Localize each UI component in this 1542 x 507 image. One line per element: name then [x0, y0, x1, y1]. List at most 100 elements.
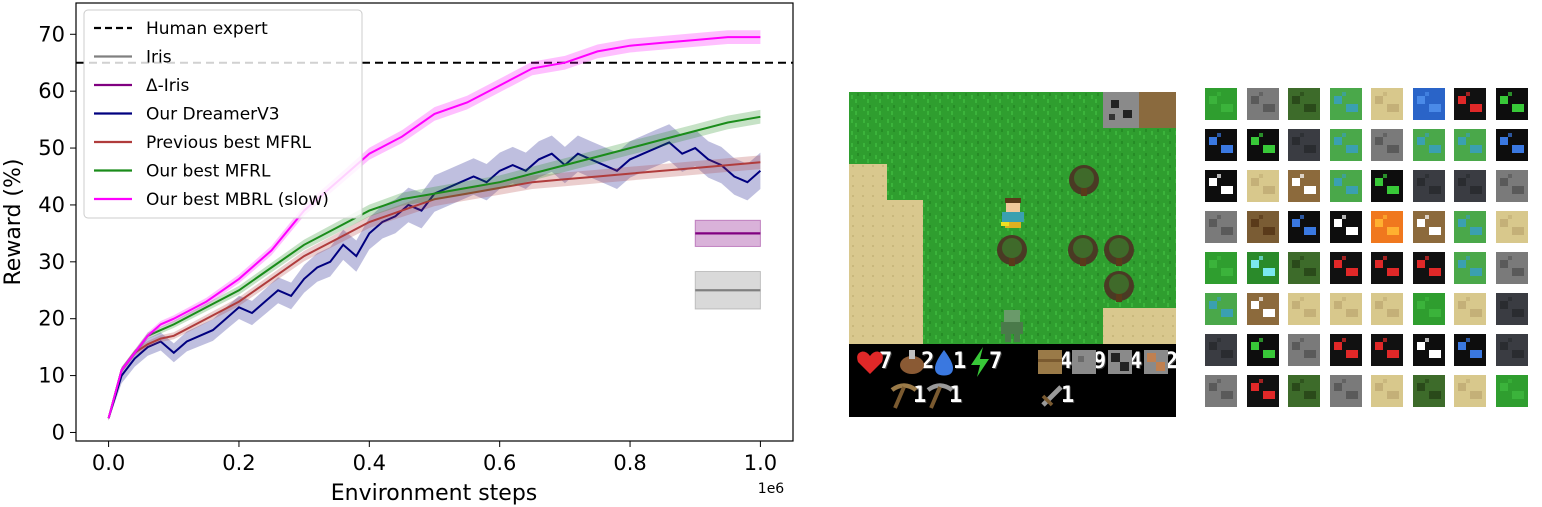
stone-tile-icon [1371, 129, 1403, 161]
our-best-mbrl-slow-band [108, 30, 761, 421]
grass-tile-icon [1495, 375, 1528, 407]
previous-best-mfrl-line [107, 161, 761, 419]
our-dreamerv3-band [108, 124, 761, 421]
y-tick-label: 30 [38, 250, 65, 274]
stone-tile-icon [1288, 334, 1320, 366]
y-tick-label: 0 [52, 420, 65, 444]
inventory-count: 2 [921, 349, 935, 374]
health-tile-icon [1329, 334, 1362, 366]
tree [1104, 235, 1134, 266]
coal-icon [1105, 347, 1135, 377]
inventory-count: 4 [1129, 349, 1143, 374]
zombie [1001, 310, 1023, 342]
tree-tile-icon [1288, 375, 1320, 407]
lava-tile-icon [1371, 211, 1403, 243]
reward-chart: 0.0 0.2 0.4 0.6 0.8 1.0 0 10 20 30 40 50 60 70 Envir… [1, 2, 794, 506]
inventory-count: 9 [1093, 349, 1107, 374]
player-tile-icon [1454, 211, 1486, 243]
player-tile-icon [1454, 252, 1486, 284]
sapling-tile-icon [1246, 129, 1279, 161]
our-best-mbrl-slow-line [107, 36, 761, 419]
diamond-tile-icon [1246, 252, 1279, 284]
legend-label-our-best-mfrl: Our best MFRL [146, 162, 271, 182]
sand-tile-icon [1329, 293, 1362, 325]
stone-tile-icon [1495, 170, 1528, 202]
dark-tile-icon [1454, 170, 1486, 202]
health-tile-icon [1329, 252, 1362, 284]
sapling-tile-icon [1371, 170, 1403, 202]
inventory-slot: 1 [929, 346, 966, 378]
inventory-slot: 7 [965, 346, 1002, 378]
player-tile-icon [1329, 129, 1362, 161]
drink-tile-icon [1495, 129, 1528, 161]
health-tile-icon [1371, 252, 1403, 284]
legend: Human expert Iris Δ-Iris Our DreamerV3 Previ… [83, 9, 363, 219]
sand-terrain [849, 164, 887, 344]
drink-tile-icon [1205, 129, 1237, 161]
coal-block [1103, 92, 1139, 128]
heart-icon [855, 347, 885, 377]
x-tick-label: 0.2 [222, 451, 255, 475]
sand-terrain [887, 200, 923, 344]
sand-tile-icon [1371, 375, 1403, 407]
x-axis-label: Environment steps [331, 481, 538, 506]
wood-pick-tile-icon [1412, 334, 1445, 366]
grass-tile-icon [1205, 88, 1237, 120]
player-tile-icon [1205, 293, 1237, 325]
dark-tile-icon [1205, 334, 1237, 366]
x-tick-label: 0.8 [613, 451, 646, 475]
sand-tile-icon [1246, 170, 1279, 202]
stone-tile-icon [1329, 375, 1362, 407]
inventory-count: 1 [949, 383, 963, 408]
inventory-slot: 1 [889, 380, 926, 412]
tree-tile-icon [1412, 375, 1445, 407]
x-axis-scale-label: 1e6 [758, 481, 785, 497]
health-tile-icon [1412, 252, 1445, 284]
x-tick-label: 1.0 [744, 451, 777, 475]
dark-tile-icon [1288, 129, 1320, 161]
y-tick-label: 10 [38, 364, 65, 388]
inventory-count: 2 [1165, 349, 1176, 374]
player-character [1001, 198, 1024, 228]
legend-label-human-expert: Human expert [146, 19, 268, 39]
sand-tile-icon [1454, 375, 1486, 407]
inventory-count: 1 [1061, 383, 1075, 408]
wood-icon [1035, 347, 1065, 377]
tile-atlas [1205, 88, 1530, 413]
dark-tile-icon [1495, 293, 1528, 325]
legend-label-iris: Iris [146, 48, 172, 68]
water-tile-icon [1412, 88, 1445, 120]
game-world-view [849, 92, 1176, 344]
legend-box [83, 9, 363, 219]
player-tile-icon [1454, 129, 1486, 161]
stone-tile-icon [1495, 252, 1528, 284]
iron-icon [1141, 347, 1171, 377]
y-tick-label: 70 [38, 22, 65, 46]
inventory-count: 1 [953, 349, 967, 374]
inventory-slot: 2 [1141, 346, 1176, 378]
inventory-count: 7 [989, 349, 1003, 374]
tree-tile-icon [1288, 252, 1320, 284]
stone-tile-icon [1205, 375, 1237, 407]
inventory-count: 1 [913, 383, 927, 408]
legend-label-previous-best-mfrl: Previous best MFRL [146, 133, 312, 153]
food-icon [897, 347, 927, 377]
inventory-slot: 2 [897, 346, 934, 378]
wood-sword-icon [1037, 381, 1067, 411]
inventory-count: 4 [1059, 349, 1073, 374]
grass-tile-icon [1412, 293, 1445, 325]
inventory-slot: 9 [1069, 346, 1106, 378]
drink-tile-icon [1454, 334, 1486, 366]
y-tick-label: 40 [38, 193, 65, 217]
legend-label-iris: Δ-Iris [146, 76, 189, 96]
stone-tile-icon [1246, 88, 1279, 120]
inventory-slot: 1 [1037, 380, 1074, 412]
dark-tile-icon [1412, 170, 1445, 202]
path-terrain [1139, 92, 1176, 128]
x-tick-label: 0.0 [92, 451, 125, 475]
drink-tile-icon [1288, 211, 1320, 243]
stone-icon [1069, 347, 1099, 377]
sand-tile-icon [1371, 293, 1403, 325]
